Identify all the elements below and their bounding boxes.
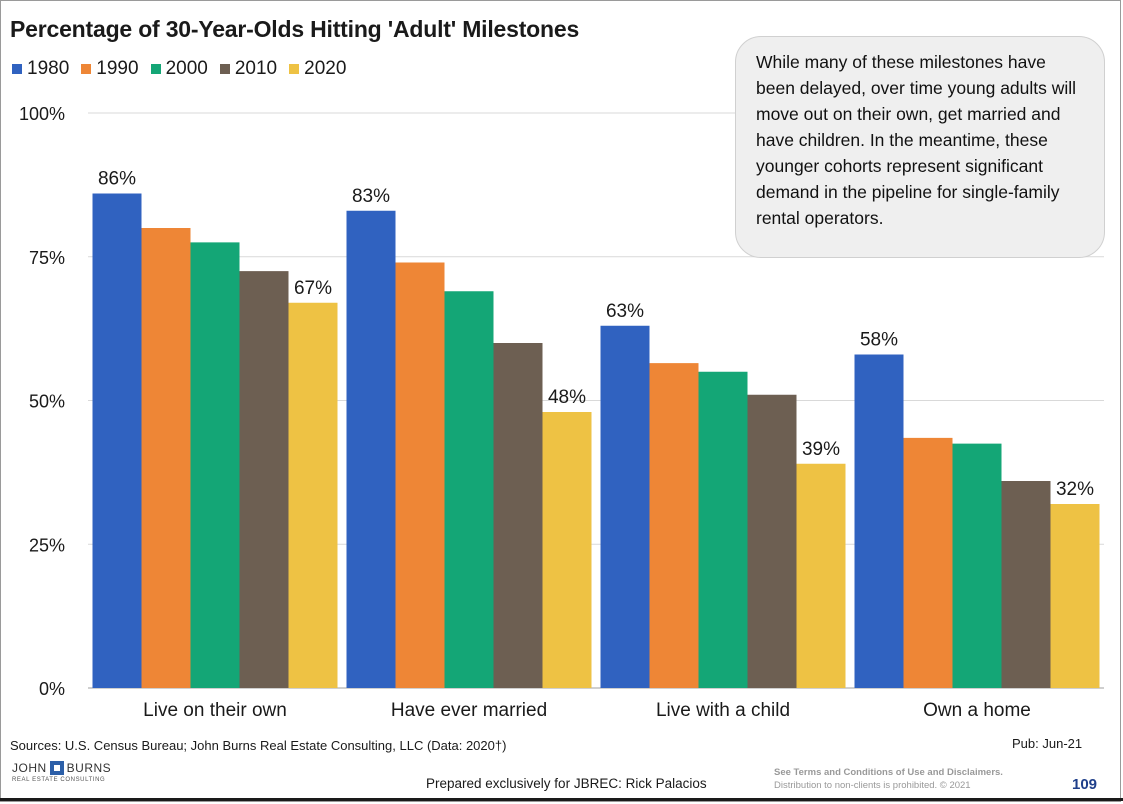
- bar-1990: [649, 363, 699, 688]
- bar-2010: [493, 343, 543, 688]
- legend-swatch: [150, 64, 161, 74]
- bar-1980: [600, 325, 650, 688]
- data-label: 39%: [802, 439, 840, 460]
- legend-swatch: [81, 64, 92, 74]
- data-label: 67%: [294, 278, 332, 299]
- bar-1980: [92, 193, 142, 688]
- y-tick-label: 50%: [29, 392, 65, 412]
- legend-item-1980: 1980: [12, 58, 69, 80]
- bar-2000: [698, 371, 748, 688]
- legend-item-2020: 2020: [289, 58, 346, 80]
- bar-2010: [747, 394, 797, 688]
- y-tick-label: 25%: [29, 535, 65, 555]
- y-tick-label: 75%: [29, 248, 65, 268]
- sources-note: Sources: U.S. Census Bureau; John Burns …: [10, 738, 507, 753]
- x-tick-label: Own a home: [923, 700, 1031, 721]
- bar-2010: [1001, 481, 1051, 688]
- bar-2020: [288, 302, 338, 688]
- bar-2000: [952, 443, 1002, 688]
- bar-2020: [796, 463, 846, 688]
- legend-item-1990: 1990: [81, 58, 139, 80]
- logo-name-left: JOHN: [12, 761, 47, 775]
- legend-swatch: [289, 64, 300, 74]
- x-tick-label: Live with a child: [656, 700, 790, 721]
- data-label: 48%: [548, 387, 586, 408]
- chart-title: Percentage of 30-Year-Olds Hitting 'Adul…: [10, 16, 580, 42]
- bar-2020: [542, 412, 592, 688]
- bar-1990: [903, 437, 953, 688]
- x-tick-label: Have ever married: [391, 700, 547, 721]
- legend-label: 2010: [234, 58, 278, 79]
- page-number: 109: [1072, 776, 1098, 793]
- bottom-rule: [0, 798, 1123, 801]
- bar-2000: [190, 242, 240, 688]
- data-label: 32%: [1056, 479, 1094, 500]
- bar-1980: [346, 210, 396, 688]
- x-tick-label: Live on their own: [143, 700, 287, 721]
- distribution-note: Distribution to non-clients is prohibite…: [774, 780, 971, 791]
- logo-name-right: BURNS: [66, 761, 112, 775]
- y-tick-label: 0%: [39, 679, 65, 699]
- legend-label: 2000: [165, 58, 208, 79]
- legend-swatch: [219, 64, 230, 74]
- data-label: 63%: [606, 301, 644, 322]
- terms-disclaimer: See Terms and Conditions of Use and Disc…: [774, 766, 1003, 792]
- legend-label: 2020: [304, 58, 347, 79]
- data-label: 58%: [860, 330, 898, 351]
- bar-1990: [395, 262, 445, 688]
- publication-date: Pub: Jun-21: [1012, 736, 1083, 751]
- company-logo: JOHN BURNS REAL ESTATE CONSULTING: [12, 761, 142, 793]
- data-label: 83%: [352, 186, 390, 207]
- logo-mark-icon: [49, 761, 64, 775]
- y-tick-label: 100%: [19, 104, 65, 124]
- legend-item-2000: 2000: [150, 58, 208, 80]
- legend-item-2010: 2010: [219, 58, 278, 80]
- prepared-for-note: Prepared exclusively for JBREC: Rick Pal…: [426, 776, 707, 791]
- bar-2000: [444, 291, 494, 688]
- logo-tagline: REAL ESTATE CONSULTING: [12, 777, 106, 783]
- bar-2010: [239, 271, 289, 688]
- bar-1980: [854, 354, 904, 688]
- annotation-callout: While many of these milestones have been…: [735, 36, 1105, 258]
- bar-1990: [141, 228, 191, 688]
- bar-2020: [1050, 504, 1100, 688]
- data-label: 86%: [98, 169, 136, 190]
- terms-link[interactable]: See Terms and Conditions of Use and Disc…: [774, 767, 1003, 778]
- legend-label: 1990: [96, 58, 139, 79]
- legend-swatch: [12, 64, 22, 74]
- legend-label: 1980: [27, 58, 70, 79]
- chart-legend: 1980 1990 2000 2010 2020: [12, 58, 346, 80]
